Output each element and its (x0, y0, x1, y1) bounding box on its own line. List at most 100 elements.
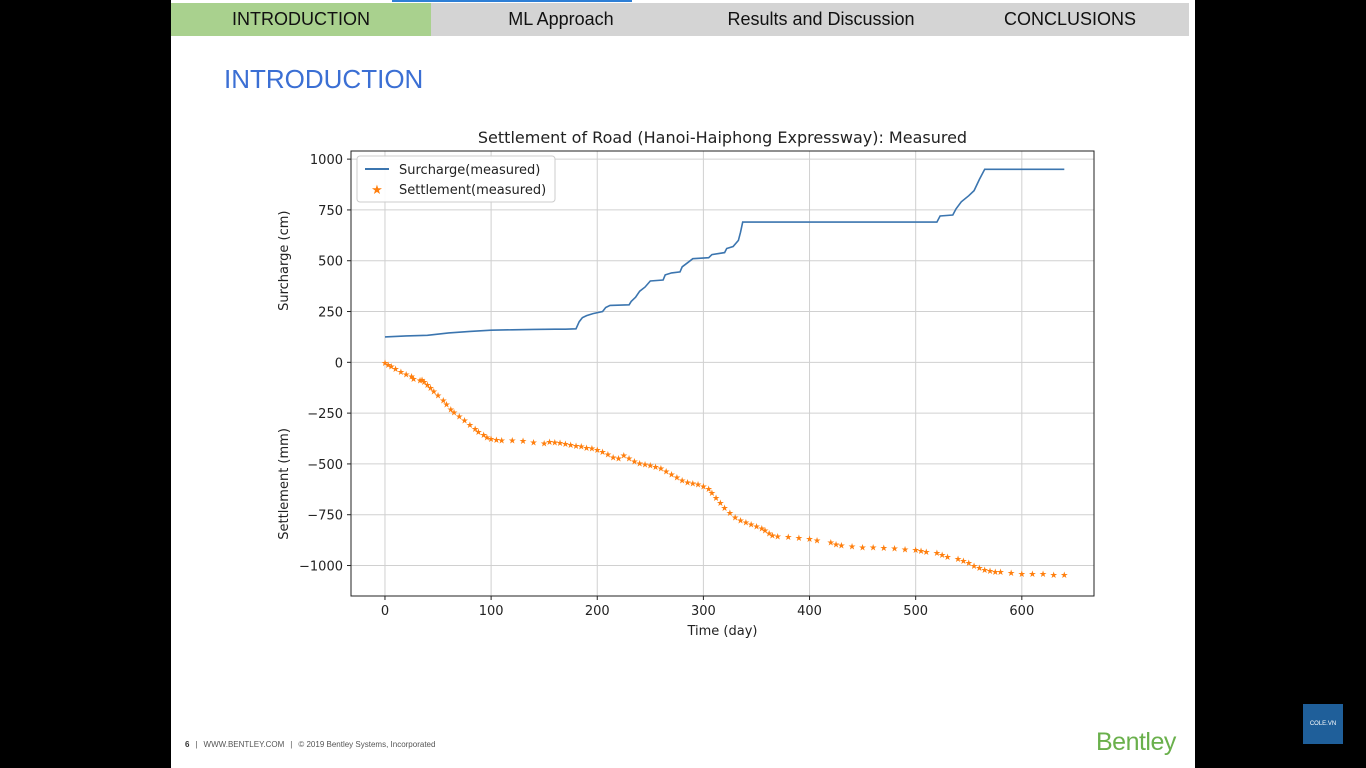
settlement-point: ★ (805, 535, 813, 545)
settlement-point: ★ (466, 421, 474, 431)
settlement-point: ★ (959, 557, 967, 567)
settlement-point: ★ (427, 384, 435, 394)
surcharge-line (384, 168, 1065, 338)
footer-separator: | (195, 740, 198, 749)
footer-separator: | (290, 740, 293, 749)
page-number: 6 (185, 740, 190, 749)
tab-introduction[interactable]: INTRODUCTION (171, 3, 431, 36)
footer-website[interactable]: WWW.BENTLEY.COM (203, 740, 285, 749)
settlement-point: ★ (614, 454, 622, 464)
settlement-point: ★ (630, 457, 638, 467)
settlement-point: ★ (761, 527, 769, 537)
settlement-point: ★ (673, 474, 681, 484)
settlement-point: ★ (572, 442, 580, 452)
settlement-point: ★ (668, 471, 676, 481)
settlement-point: ★ (938, 551, 946, 561)
settlement-point: ★ (657, 465, 665, 475)
settlement-point: ★ (609, 453, 617, 463)
settlement-point: ★ (997, 568, 1005, 578)
settlement-point: ★ (901, 545, 909, 555)
settlement-point: ★ (827, 539, 835, 549)
settlement-point: ★ (423, 381, 431, 391)
legend-settlement-swatch: ★ (371, 183, 383, 198)
settlement-point: ★ (689, 480, 697, 490)
legend-box (356, 155, 556, 203)
settlement-point: ★ (604, 450, 612, 460)
settlement-point: ★ (813, 537, 821, 547)
settlement-point: ★ (508, 436, 516, 446)
settlement-point: ★ (442, 401, 450, 411)
section-nav: INTRODUCTION ML Approach Results and Dis… (171, 3, 1189, 36)
settlement-point: ★ (736, 516, 744, 526)
bentley-logo: Bentley (1096, 728, 1176, 756)
settlement-point: ★ (387, 363, 395, 373)
x-axis-label: Time (day) (686, 624, 757, 639)
settlement-point: ★ (917, 547, 925, 557)
settlement-chart: 0 100 200 300 400 500 600 1000 750 500 250 0 −250 −5… (277, 128, 1095, 639)
settlement-point: ★ (1028, 570, 1036, 580)
settlement-point: ★ (455, 413, 463, 423)
settlement-point: ★ (519, 437, 527, 447)
footer: 6 | WWW.BENTLEY.COM | © 2019 Bentley Sys… (185, 740, 435, 749)
settlement-point: ★ (407, 373, 415, 383)
settlement-point: ★ (981, 566, 989, 576)
settlement-point: ★ (418, 376, 426, 386)
settlement-point: ★ (487, 435, 495, 445)
settlement-point: ★ (747, 520, 755, 530)
settlement-point: ★ (599, 448, 607, 458)
tab-ml-approach[interactable]: ML Approach (431, 3, 691, 36)
x-tick-label: 400 (797, 604, 822, 619)
y-tick-label: −750 (307, 509, 343, 524)
settlement-point: ★ (430, 387, 438, 397)
settlement-point: ★ (731, 513, 739, 523)
settlement-point: ★ (954, 555, 962, 565)
settlement-point: ★ (721, 504, 729, 514)
chart-grid (351, 151, 1094, 596)
settlement-point: ★ (480, 431, 488, 441)
series-settlement: ★★★★★★★★★★★★★★★★★★★★★★★★★★★★★ ★ ★ ★ ★★★★★★★★… (381, 359, 1068, 581)
settlement-point: ★ (991, 568, 999, 578)
settlement-point: ★ (492, 436, 500, 446)
settlement-point: ★ (636, 459, 644, 469)
settlement-point: ★ (1060, 571, 1068, 581)
legend-surcharge-label: Surcharge(measured) (399, 163, 540, 178)
x-tick-label: 300 (691, 604, 716, 619)
settlement-point: ★ (545, 438, 553, 448)
settlement-point: ★ (641, 460, 649, 470)
cole-watermark-logo: COLE.VN (1303, 704, 1343, 744)
settlement-point: ★ (439, 396, 447, 406)
tab-conclusions[interactable]: CONCLUSIONS (951, 3, 1189, 36)
settlement-point: ★ (694, 480, 702, 490)
settlement-point: ★ (447, 406, 455, 416)
settlement-point: ★ (890, 545, 898, 555)
y-axis-label-surcharge: Surcharge (cm) (277, 211, 292, 311)
settlement-point: ★ (970, 562, 978, 572)
top-accent-bar (392, 0, 632, 2)
settlement-point: ★ (402, 371, 410, 381)
y-tick-label: 0 (335, 356, 343, 371)
tab-results-and-discussion[interactable]: Results and Discussion (691, 3, 951, 36)
settlement-point: ★ (699, 482, 707, 492)
settlement-point: ★ (726, 509, 734, 519)
settlement-point: ★ (742, 518, 750, 528)
y-axis-label-settlement: Settlement (mm) (277, 428, 292, 540)
settlement-point: ★ (434, 391, 442, 401)
settlement-point: ★ (869, 544, 877, 554)
settlement-point: ★ (620, 451, 628, 461)
legend-settlement-label: Settlement(measured) (399, 183, 546, 198)
settlement-point: ★ (461, 417, 469, 427)
settlement-point: ★ (975, 564, 983, 574)
series-surcharge (384, 168, 1065, 338)
settlement-point: ★ (556, 439, 564, 449)
page-title: INTRODUCTION (224, 64, 424, 94)
settlement-point: ★ (965, 559, 973, 569)
settlement-point: ★ (784, 533, 792, 543)
settlement-point: ★ (420, 378, 428, 388)
settlement-point: ★ (708, 489, 716, 499)
settlement-point: ★ (1050, 571, 1058, 581)
y-axis-ticks: 1000 750 500 250 0 −250 −500 −750 −1000 (299, 153, 351, 575)
settlement-point: ★ (752, 522, 760, 532)
settlement-point: ★ (625, 454, 633, 464)
settlement-point: ★ (1018, 570, 1026, 580)
y-tick-label: 500 (318, 255, 343, 270)
